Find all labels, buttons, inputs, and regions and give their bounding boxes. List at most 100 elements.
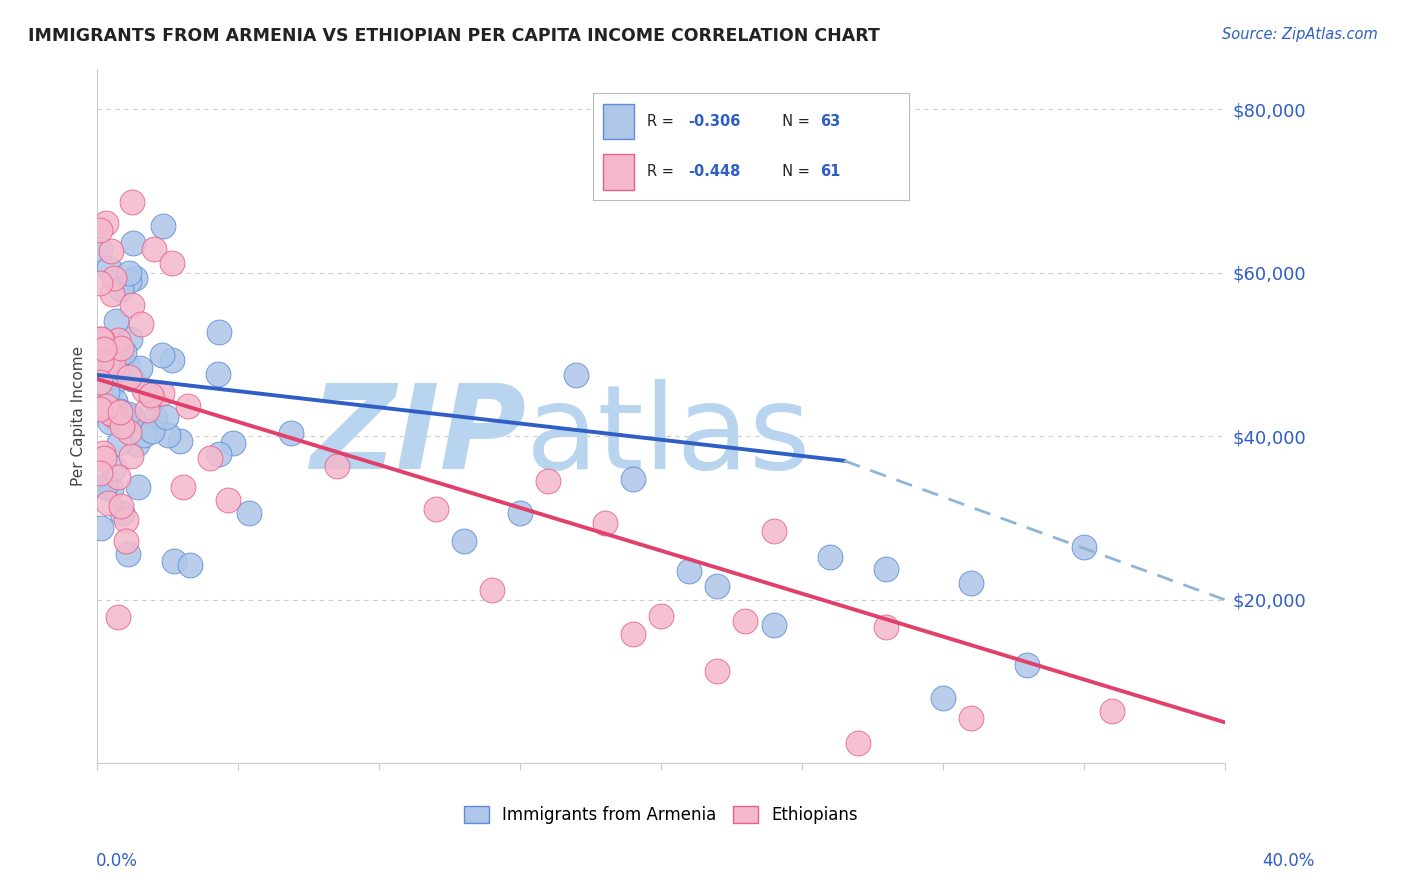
- Point: [107, 610, 129, 624]
- Point: [108, 436, 131, 450]
- Point: [160, 352, 183, 367]
- Point: [103, 409, 125, 424]
- Point: [932, 690, 955, 705]
- Point: [142, 391, 165, 405]
- Point: [96, 216, 118, 230]
- Text: IMMIGRANTS FROM ARMENIA VS ETHIOPIAN PER CAPITA INCOME CORRELATION CHART: IMMIGRANTS FROM ARMENIA VS ETHIOPIAN PER…: [28, 27, 880, 45]
- Point: [177, 399, 200, 413]
- Point: [960, 575, 983, 590]
- Point: [198, 451, 221, 466]
- Legend: Immigrants from Armenia, Ethiopians: Immigrants from Armenia, Ethiopians: [464, 806, 858, 824]
- Point: [107, 470, 129, 484]
- Point: [93, 342, 115, 356]
- Point: [179, 558, 201, 572]
- Point: [110, 499, 132, 513]
- Point: [89, 243, 111, 257]
- Point: [90, 332, 112, 346]
- Point: [172, 480, 194, 494]
- Point: [453, 533, 475, 548]
- Point: [117, 407, 139, 421]
- Point: [160, 255, 183, 269]
- Point: [593, 516, 616, 531]
- Point: [509, 507, 531, 521]
- Point: [217, 493, 239, 508]
- Point: [143, 411, 166, 425]
- Point: [132, 427, 155, 442]
- Point: [96, 356, 118, 370]
- Point: [120, 449, 142, 463]
- Point: [121, 194, 143, 209]
- Point: [280, 425, 302, 440]
- Point: [150, 385, 173, 400]
- Point: [706, 579, 728, 593]
- Point: [222, 435, 245, 450]
- Point: [108, 405, 131, 419]
- Point: [111, 506, 134, 520]
- Text: 0.0%: 0.0%: [96, 852, 138, 870]
- Point: [565, 368, 588, 383]
- Point: [875, 620, 897, 634]
- Point: [141, 424, 163, 438]
- Y-axis label: Per Capita Income: Per Capita Income: [72, 346, 86, 486]
- Point: [90, 341, 112, 355]
- Point: [150, 348, 173, 362]
- Point: [118, 274, 141, 288]
- Point: [90, 521, 112, 535]
- Text: 40.0%: 40.0%: [1263, 852, 1315, 870]
- Point: [100, 483, 122, 497]
- Point: [103, 377, 125, 392]
- Point: [156, 427, 179, 442]
- Point: [100, 244, 122, 259]
- Point: [97, 496, 120, 510]
- Point: [101, 286, 124, 301]
- Point: [94, 399, 117, 413]
- Point: [104, 394, 127, 409]
- Point: [208, 325, 231, 339]
- Point: [98, 406, 121, 420]
- Point: [124, 271, 146, 285]
- Point: [89, 467, 111, 481]
- Point: [93, 450, 115, 465]
- Point: [89, 401, 111, 416]
- Point: [127, 480, 149, 494]
- Point: [875, 562, 897, 576]
- Point: [98, 415, 121, 429]
- Point: [110, 361, 132, 376]
- Point: [163, 554, 186, 568]
- Point: [91, 446, 114, 460]
- Point: [115, 359, 138, 373]
- Point: [326, 459, 349, 474]
- Point: [93, 479, 115, 493]
- Point: [734, 614, 756, 628]
- Point: [103, 271, 125, 285]
- Point: [103, 461, 125, 475]
- Point: [121, 298, 143, 312]
- Point: [118, 425, 141, 439]
- Point: [155, 410, 177, 425]
- Point: [110, 404, 132, 418]
- Point: [143, 242, 166, 256]
- Point: [117, 369, 139, 384]
- Point: [481, 582, 503, 597]
- Text: atlas: atlas: [526, 379, 811, 494]
- Point: [89, 276, 111, 290]
- Point: [90, 354, 112, 368]
- Point: [706, 664, 728, 678]
- Point: [1101, 704, 1123, 718]
- Point: [762, 524, 785, 538]
- Point: [115, 513, 138, 527]
- Point: [131, 317, 153, 331]
- Point: [120, 332, 142, 346]
- Point: [121, 236, 143, 251]
- Point: [111, 419, 134, 434]
- Point: [818, 550, 841, 565]
- Point: [238, 506, 260, 520]
- Point: [139, 388, 162, 402]
- Point: [117, 547, 139, 561]
- Point: [121, 372, 143, 386]
- Point: [90, 362, 112, 376]
- Point: [960, 711, 983, 725]
- Point: [678, 565, 700, 579]
- Point: [89, 332, 111, 346]
- Point: [91, 334, 114, 349]
